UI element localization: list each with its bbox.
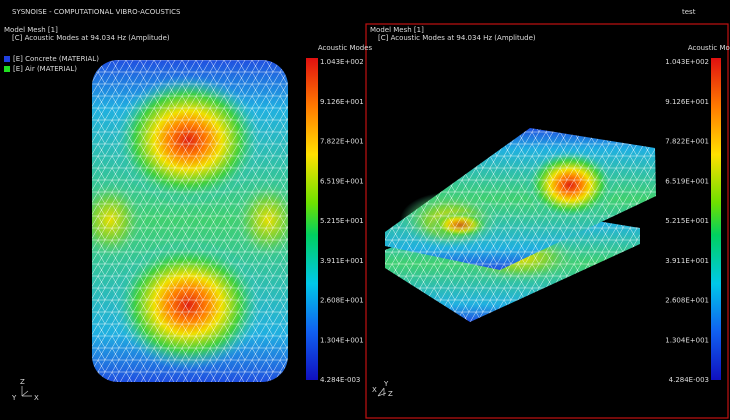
triad-label: Z — [388, 390, 393, 398]
axis-triad — [377, 387, 387, 397]
legend-label: [E] Air (MATERIAL) — [13, 65, 77, 73]
scale-label: 4.284E-003 — [320, 376, 360, 384]
scale-label: 6.519E+001 — [665, 177, 709, 185]
scale-label: 2.608E+001 — [320, 297, 364, 305]
triad-label: Z — [20, 378, 25, 386]
scale-label: 5.215E+001 — [320, 217, 364, 225]
scale-label: 3.911E+001 — [320, 257, 364, 265]
left-mesh — [92, 60, 288, 382]
right-mesh — [385, 128, 656, 322]
colorbar — [711, 58, 721, 380]
colorbar — [306, 58, 318, 380]
legend-swatch — [4, 66, 10, 72]
scale-label: 2.608E+001 — [665, 297, 709, 305]
scale-label: 7.822E+001 — [665, 138, 709, 146]
scale-label: 4.284E-003 — [669, 376, 709, 384]
scale-title: Acoustic Modes — [688, 44, 730, 52]
scale-label: 9.126E+001 — [320, 98, 364, 106]
scale-label: 5.215E+001 — [665, 217, 709, 225]
axis-triad — [21, 386, 32, 397]
active-viewport-border — [365, 23, 729, 419]
scale-label: 1.043E+002 — [320, 58, 364, 66]
user: test — [682, 8, 696, 16]
legend-label: [E] Concrete (MATERIAL) — [13, 55, 99, 63]
legend-swatch — [4, 56, 10, 62]
scale-label: 3.911E+001 — [665, 257, 709, 265]
triad-label: X — [372, 386, 377, 394]
scale-label: 9.126E+001 — [665, 98, 709, 106]
triad-label: Y — [383, 380, 389, 388]
scale-label: 1.043E+002 — [665, 58, 709, 66]
scale-label: 1.304E+001 — [320, 336, 364, 344]
triad-label: X — [34, 394, 39, 402]
scale-label: 6.519E+001 — [320, 177, 364, 185]
triad-label: Y — [11, 394, 17, 402]
app-title: SYSNOISE - COMPUTATIONAL VIBRO-ACOUSTICS — [12, 8, 181, 16]
scale-label: 7.822E+001 — [320, 138, 364, 146]
scale-title: Acoustic Modes — [318, 44, 373, 52]
result-label: [C] Acoustic Modes at 94.034 Hz (Amplitu… — [378, 34, 536, 42]
model-label: Model Mesh [1] — [370, 26, 424, 34]
result-label: [C] Acoustic Modes at 94.034 Hz (Amplitu… — [12, 34, 170, 42]
model-label: Model Mesh [1] — [4, 26, 58, 34]
scale-label: 1.304E+001 — [665, 336, 709, 344]
